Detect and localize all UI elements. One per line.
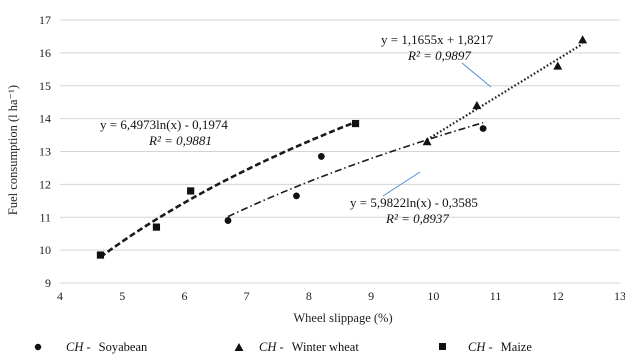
legend-marker-maize xyxy=(439,343,446,350)
x-tick-labels: 4 5 6 7 8 9 10 11 12 13 xyxy=(57,289,625,303)
legend-label-maize: Maize xyxy=(501,340,533,354)
data-point xyxy=(351,119,360,128)
y-tick-label: 14 xyxy=(39,112,51,126)
grid xyxy=(60,19,620,284)
data-point xyxy=(152,223,161,231)
y-tick-label: 16 xyxy=(39,46,51,60)
leader-line xyxy=(382,171,421,197)
x-tick-label: 8 xyxy=(306,289,312,303)
data-point xyxy=(317,153,325,160)
legend-prefix-winter-wheat: CH - xyxy=(259,340,284,354)
y-tick-label: 12 xyxy=(39,177,51,191)
data-point xyxy=(293,192,300,200)
legend-marker-winter-wheat xyxy=(234,343,244,351)
x-tick-label: 9 xyxy=(368,289,374,303)
data-point xyxy=(578,35,588,44)
x-tick-label: 12 xyxy=(552,289,564,303)
data-point xyxy=(479,125,487,132)
trendline xyxy=(227,121,484,218)
legend-item-maize: CH - Maize xyxy=(468,340,532,354)
x-axis-title: Wheel slippage (%) xyxy=(293,311,392,325)
data-point xyxy=(187,187,195,195)
leader-line xyxy=(461,62,492,88)
legend-prefix-maize: CH - xyxy=(468,340,493,354)
x-tick-label: 11 xyxy=(490,289,502,303)
data-point xyxy=(472,100,482,110)
data-point xyxy=(96,251,105,259)
x-tick-label: 4 xyxy=(57,289,63,303)
legend-item-winter-wheat: CH - Winter wheat xyxy=(259,340,359,354)
x-tick-label: 6 xyxy=(181,289,187,303)
y-tick-label: 13 xyxy=(39,145,51,159)
data-point xyxy=(422,137,432,146)
wheat-r2: R² = 0,9897 xyxy=(407,48,471,63)
wheat-equation: y = 1,1655x + 1,8217 xyxy=(381,32,494,47)
x-tick-label: 10 xyxy=(427,289,439,303)
legend-item-soyabean: CH - Soyabean xyxy=(66,340,148,354)
data-point xyxy=(553,61,563,70)
trendline xyxy=(99,120,357,259)
y-tick-label: 17 xyxy=(39,13,51,27)
legend-label-winter-wheat: Winter wheat xyxy=(292,340,360,354)
x-tick-label: 7 xyxy=(244,289,250,303)
y-axis-title: Fuel consumption (l ha⁻¹) xyxy=(6,85,20,215)
y-tick-label: 15 xyxy=(39,79,51,93)
trendline xyxy=(426,42,584,141)
y-tick-label: 10 xyxy=(39,243,51,257)
maize-equation: y = 6,4973ln(x) - 0,1974 xyxy=(100,117,228,132)
y-tick-label: 9 xyxy=(45,276,51,290)
legend: CH - Soyabean CH - Winter wheat CH - Maize xyxy=(34,340,532,354)
legend-label-soyabean: Soyabean xyxy=(99,340,148,354)
maize-r2: R² = 0,9881 xyxy=(148,133,212,148)
legend-prefix-soyabean: CH - xyxy=(66,340,91,354)
x-tick-label: 5 xyxy=(119,289,125,303)
data-point xyxy=(224,217,232,224)
x-tick-label: 13 xyxy=(614,289,625,303)
trendlines xyxy=(99,42,584,259)
y-tick-labels: 9 10 11 12 13 14 15 16 17 xyxy=(39,13,51,290)
data-points xyxy=(96,35,588,259)
soyabean-r2: R² = 0,8937 xyxy=(385,211,449,226)
legend-marker-soyabean xyxy=(34,343,42,351)
y-tick-label: 11 xyxy=(39,210,51,224)
soyabean-equation: y = 5,9822ln(x) - 0,3585 xyxy=(350,195,478,210)
annotation-leaders xyxy=(382,62,492,197)
